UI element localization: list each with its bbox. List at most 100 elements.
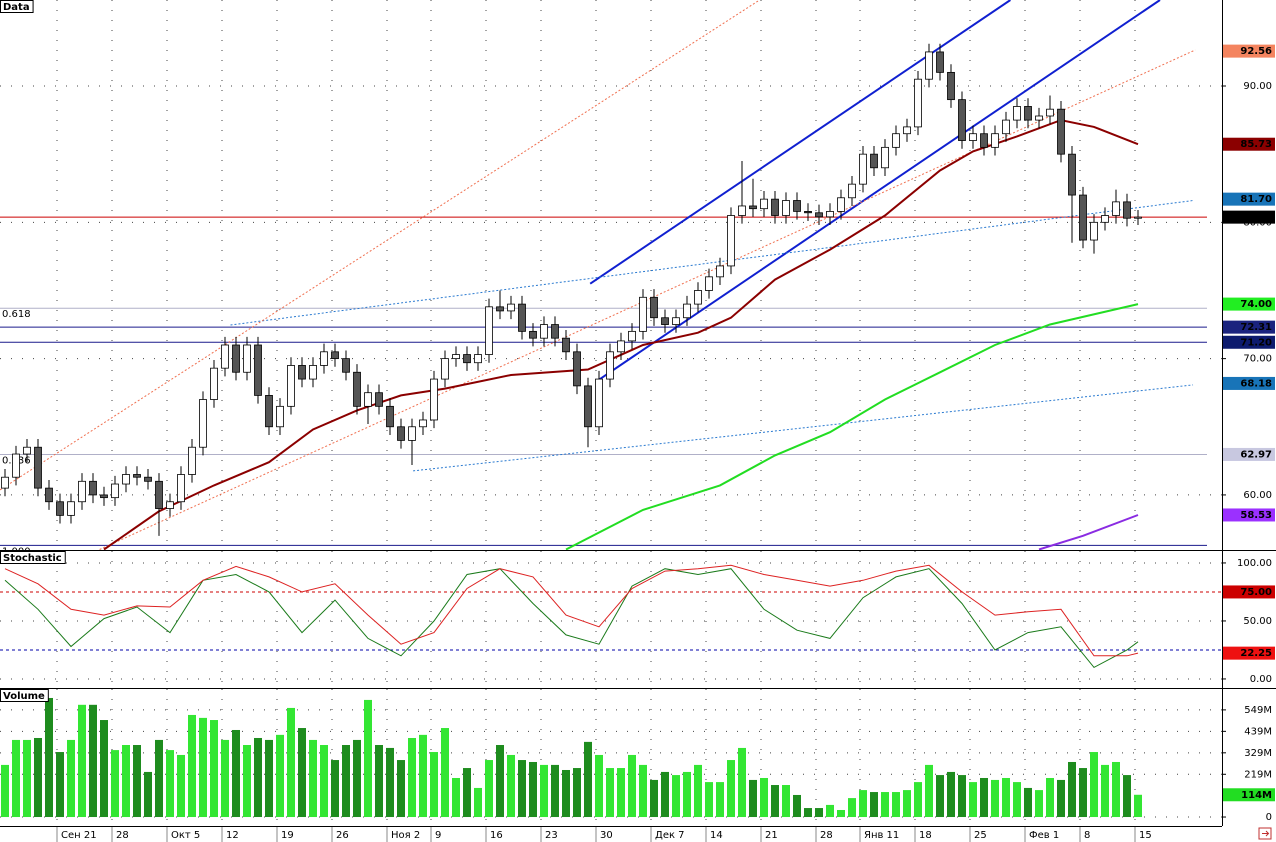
corner-icon[interactable] bbox=[1258, 827, 1272, 840]
volume-bar bbox=[826, 804, 834, 818]
candle-body bbox=[100, 494, 108, 499]
volume-bar bbox=[782, 785, 790, 818]
x-tick-label: Дек 7 bbox=[655, 830, 685, 841]
candle-body bbox=[386, 405, 394, 428]
candle-body bbox=[430, 378, 438, 421]
candle-body bbox=[661, 317, 669, 325]
volume-bar bbox=[199, 717, 207, 818]
value-axis: 60.0070.0080.0090.0092.5685.7381.7080.38… bbox=[1222, 44, 1275, 522]
y-tick-label: 50.00 bbox=[1243, 616, 1272, 627]
volume-bar bbox=[892, 792, 900, 818]
candle-body bbox=[463, 354, 471, 364]
candle-body bbox=[408, 426, 416, 441]
volume-bar bbox=[1002, 777, 1010, 818]
candle-body bbox=[67, 501, 75, 516]
value-badge bbox=[1223, 376, 1275, 390]
candle-body bbox=[1035, 115, 1043, 121]
x-tick-label: 18 bbox=[919, 830, 932, 841]
volume-bar bbox=[1079, 768, 1087, 818]
candle-body bbox=[892, 133, 900, 148]
candle-body bbox=[34, 446, 42, 489]
volume-bar bbox=[78, 704, 86, 818]
candle-body bbox=[1134, 216, 1142, 219]
volume-bar bbox=[177, 754, 185, 818]
value-badge bbox=[1223, 335, 1275, 349]
volume-bar bbox=[540, 764, 548, 818]
x-tick-label: 12 bbox=[226, 830, 239, 841]
volume-bar bbox=[111, 750, 119, 818]
volume-bar bbox=[562, 769, 570, 818]
candle-body bbox=[221, 344, 229, 369]
volume-bar bbox=[738, 747, 746, 818]
volume-bar bbox=[45, 697, 53, 818]
volume-bar bbox=[606, 768, 614, 818]
y-tick-label: 70.00 bbox=[1243, 354, 1272, 365]
volume-bar bbox=[243, 745, 251, 818]
value-badge bbox=[1223, 192, 1275, 206]
candle-body bbox=[518, 303, 526, 332]
trend-line bbox=[0, 0, 760, 491]
value-badge-label: 81.70 bbox=[1240, 194, 1272, 205]
volume-bar bbox=[430, 752, 438, 818]
volume-bar bbox=[56, 752, 64, 818]
candle-body bbox=[496, 306, 504, 312]
volume-bar bbox=[925, 764, 933, 818]
candle-body bbox=[474, 354, 482, 364]
candle-body bbox=[210, 367, 218, 400]
value-badge-label: 62.97 bbox=[1240, 449, 1272, 460]
volume-bar bbox=[254, 737, 262, 818]
volume-bar bbox=[408, 737, 416, 818]
volume-bar bbox=[881, 792, 889, 818]
x-tick-label: 21 bbox=[765, 830, 778, 841]
volume-bar bbox=[1024, 787, 1032, 818]
candle-body bbox=[617, 340, 625, 353]
volume-bar bbox=[815, 808, 823, 818]
y-tick-label: 60.00 bbox=[1243, 490, 1272, 501]
corner-icon-arrow[interactable] bbox=[1262, 830, 1270, 837]
candle-body bbox=[12, 453, 20, 478]
volume-bar bbox=[980, 777, 988, 818]
volume-bar bbox=[903, 790, 911, 818]
candle-body bbox=[254, 344, 262, 396]
candle-body bbox=[991, 133, 999, 148]
value-axis: 0.00 50.00 100.00 75.00 22.25 bbox=[1222, 558, 1275, 685]
candle-body bbox=[716, 265, 724, 278]
volume-bar bbox=[716, 782, 724, 818]
candle-body bbox=[782, 200, 790, 216]
candle-body bbox=[353, 371, 361, 407]
y-tick-label: 100.00 bbox=[1237, 558, 1272, 569]
volume-bar bbox=[1123, 775, 1131, 818]
value-badge-label: 68.18 bbox=[1240, 378, 1272, 389]
volume-bar bbox=[331, 760, 339, 818]
value-badge bbox=[1223, 508, 1275, 522]
candle-body bbox=[320, 351, 328, 366]
candle-body bbox=[848, 183, 856, 199]
candle-body bbox=[639, 296, 647, 332]
candle-body bbox=[133, 474, 141, 478]
candle-body bbox=[331, 351, 339, 360]
candle-body bbox=[23, 446, 31, 455]
x-tick-label: 28 bbox=[820, 830, 833, 841]
candle-body bbox=[419, 419, 427, 428]
candle-body bbox=[1090, 221, 1098, 241]
candle-body bbox=[606, 351, 614, 380]
candle-body bbox=[78, 480, 86, 503]
volume-bar bbox=[661, 771, 669, 818]
candle-body bbox=[452, 354, 460, 360]
value-badge bbox=[1223, 210, 1275, 224]
x-tick-label: 9 bbox=[435, 830, 441, 841]
volume-bar bbox=[848, 798, 856, 818]
candle-body bbox=[947, 71, 955, 101]
volume-bar bbox=[375, 745, 383, 818]
value-badge bbox=[1223, 447, 1275, 461]
volume-bar bbox=[650, 779, 658, 818]
candle-body bbox=[144, 476, 152, 482]
volume-bar bbox=[67, 739, 75, 818]
candle-body bbox=[562, 337, 570, 353]
value-badge-label: 72.31 bbox=[1240, 322, 1272, 333]
candle-body bbox=[1123, 201, 1131, 219]
candle-body bbox=[837, 197, 845, 212]
level-label: 0.618 bbox=[2, 309, 31, 320]
